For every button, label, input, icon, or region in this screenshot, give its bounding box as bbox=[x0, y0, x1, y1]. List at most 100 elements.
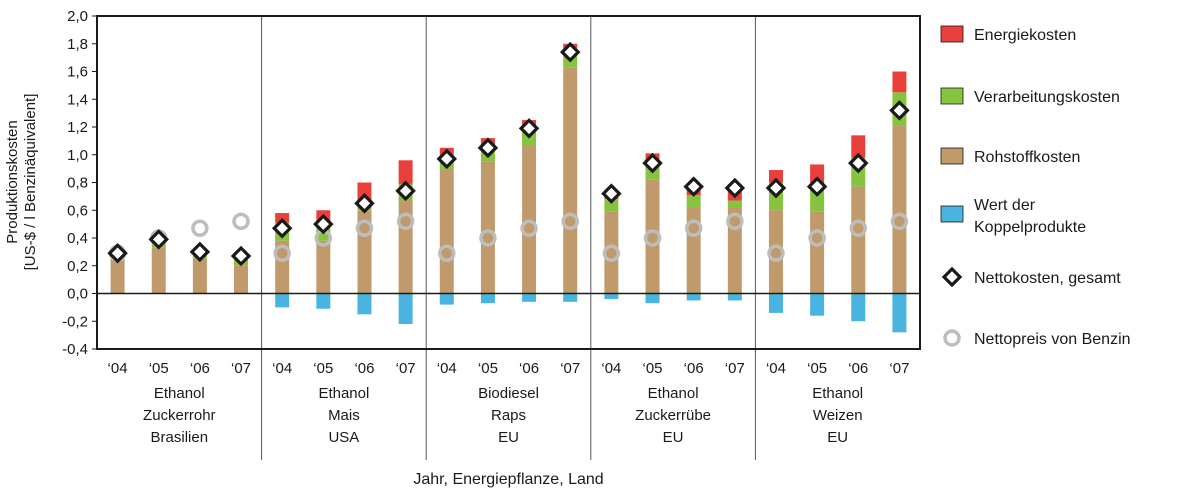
y-axis-title: Produktionskosten[US-$ / l Benzinäquival… bbox=[4, 94, 39, 271]
marker-nettokosten bbox=[642, 152, 663, 174]
marker-benzinpreis bbox=[643, 229, 662, 247]
bar-rohstoffkosten bbox=[892, 125, 907, 294]
legend-swatch-koppel bbox=[940, 205, 964, 223]
marker-benzinpreis bbox=[890, 212, 909, 231]
y-tick-label: 0,0 bbox=[67, 286, 88, 303]
x-tick-label: ‘04 bbox=[766, 360, 786, 377]
bar-rohstoffkosten bbox=[234, 265, 249, 294]
x-tick-label: ‘06 bbox=[848, 360, 868, 377]
marker-nettokosten bbox=[518, 118, 540, 139]
bar-koppelprodukte bbox=[604, 293, 619, 300]
legend-label: Nettokosten, gesamt bbox=[974, 270, 1121, 287]
legend-swatch-energie bbox=[940, 25, 964, 43]
legend-label: Wert der Koppelprodukte bbox=[974, 197, 1086, 236]
marker-benzinpreis bbox=[232, 212, 250, 231]
x-tick-label: ‘07 bbox=[396, 360, 416, 377]
x-tick-label: ‘05 bbox=[643, 360, 663, 377]
y-tick-label: 1,6 bbox=[67, 64, 88, 81]
x-tick-label: ‘07 bbox=[231, 360, 251, 377]
marker-nettokosten bbox=[601, 183, 622, 204]
group-label: Ethanol bbox=[318, 385, 369, 402]
marker-nettokosten bbox=[848, 152, 869, 174]
marker-nettokosten bbox=[189, 241, 211, 263]
bar-verarbeitungskosten bbox=[727, 200, 742, 208]
y-tick-label: 2,0 bbox=[67, 8, 88, 25]
bar-energiekosten bbox=[810, 164, 825, 184]
plot-frame bbox=[96, 15, 921, 350]
axes-layer: ‘04 ‘05 ‘06 ‘07 Ethanol Zuckerrohr Brasilien ‘0… bbox=[4, 8, 921, 446]
group-label: Mais bbox=[328, 407, 360, 424]
x-tick-label: ‘04 bbox=[601, 360, 621, 377]
marker-nettokosten bbox=[436, 148, 458, 170]
bar-rohstoffkosten bbox=[810, 211, 825, 294]
x-tick-label: ‘05 bbox=[478, 360, 498, 377]
marker-nettokosten bbox=[765, 177, 787, 199]
legend-swatch-netto bbox=[941, 266, 963, 288]
legend-label-line: Koppelprodukte bbox=[974, 219, 1086, 236]
marker-nettokosten bbox=[559, 41, 581, 63]
group-label: Brasilien bbox=[151, 429, 209, 446]
bar-energiekosten bbox=[768, 170, 783, 183]
bar-rohstoffkosten bbox=[522, 145, 537, 294]
group-label: USA bbox=[328, 429, 359, 446]
bar-rohstoffkosten bbox=[192, 258, 207, 294]
bar-rohstoffkosten bbox=[851, 186, 866, 294]
group-label: Zuckerrübe bbox=[635, 407, 711, 424]
y-tick-label: 1,2 bbox=[67, 119, 88, 136]
bar-koppelprodukte bbox=[727, 293, 742, 301]
x-tick-label: ‘05 bbox=[807, 360, 827, 377]
group-separators bbox=[261, 16, 756, 460]
marker-nettokosten bbox=[230, 245, 252, 267]
y-tick-label: 0,6 bbox=[67, 202, 88, 219]
bar-koppelprodukte bbox=[275, 293, 290, 308]
legend: Energiekosten Verarbeitungskosten Rohstoff… bbox=[940, 25, 1131, 348]
marker-benzinpreis bbox=[726, 212, 744, 231]
y-tick-label: -0,4 bbox=[62, 341, 88, 358]
marker-benzinpreis bbox=[396, 212, 415, 231]
legend-swatch-benzin bbox=[943, 329, 961, 347]
group-label: Ethanol bbox=[648, 385, 699, 402]
legend-label: Nettopreis von Benzin bbox=[974, 331, 1131, 348]
group-label: EU bbox=[498, 429, 519, 446]
legend-swatch-rohstoff bbox=[940, 147, 964, 165]
marker-nettokosten bbox=[806, 176, 828, 197]
marker-benzinpreis bbox=[273, 244, 291, 263]
x-tick-label: ‘06 bbox=[354, 360, 374, 377]
y-axis-title-line: [US-$ / l Benzinäquivalent] bbox=[22, 94, 39, 271]
bar-energiekosten bbox=[851, 135, 866, 158]
bar-koppelprodukte bbox=[768, 293, 783, 313]
bar-koppelprodukte bbox=[645, 293, 660, 304]
x-tick-label: ‘05 bbox=[149, 360, 169, 377]
bar-energiekosten bbox=[892, 71, 907, 93]
x-tick-label: ‘04 bbox=[437, 360, 457, 377]
marker-benzinpreis bbox=[767, 244, 785, 263]
marker-benzinpreis bbox=[191, 219, 209, 238]
bar-rohstoffkosten bbox=[686, 207, 701, 294]
legend-label: Rohstoffkosten bbox=[974, 149, 1080, 166]
marker-nettokosten bbox=[395, 180, 416, 202]
markers-layer bbox=[107, 41, 910, 267]
group-label: Zuckerrohr bbox=[143, 407, 216, 424]
marker-nettokosten bbox=[683, 176, 704, 197]
marker-nettokosten bbox=[148, 229, 169, 250]
bar-rohstoffkosten bbox=[727, 207, 742, 294]
bar-rohstoffkosten bbox=[110, 260, 125, 294]
bar-koppelprodukte bbox=[480, 293, 495, 304]
group-label: Weizen bbox=[813, 407, 863, 424]
x-tick-label: ‘05 bbox=[313, 360, 333, 377]
group-label: Biodiesel bbox=[478, 385, 539, 402]
x-tick-label: ‘04 bbox=[272, 360, 292, 377]
bar-rohstoffkosten bbox=[316, 240, 331, 294]
bar-rohstoffkosten bbox=[768, 210, 783, 294]
x-tick-label: ‘06 bbox=[190, 360, 210, 377]
group-label: Ethanol bbox=[154, 385, 205, 402]
group-label: EU bbox=[827, 429, 848, 446]
bars-layer bbox=[110, 43, 907, 333]
x-axis-title: Jahr, Energiepflanze, Land bbox=[413, 471, 603, 488]
marker-nettokosten bbox=[313, 213, 334, 235]
y-tick-label: 0,4 bbox=[67, 230, 88, 247]
x-tick-label: ‘07 bbox=[725, 360, 745, 377]
bar-koppelprodukte bbox=[686, 293, 701, 301]
y-axis-title-line: Produktionskosten bbox=[4, 120, 21, 243]
